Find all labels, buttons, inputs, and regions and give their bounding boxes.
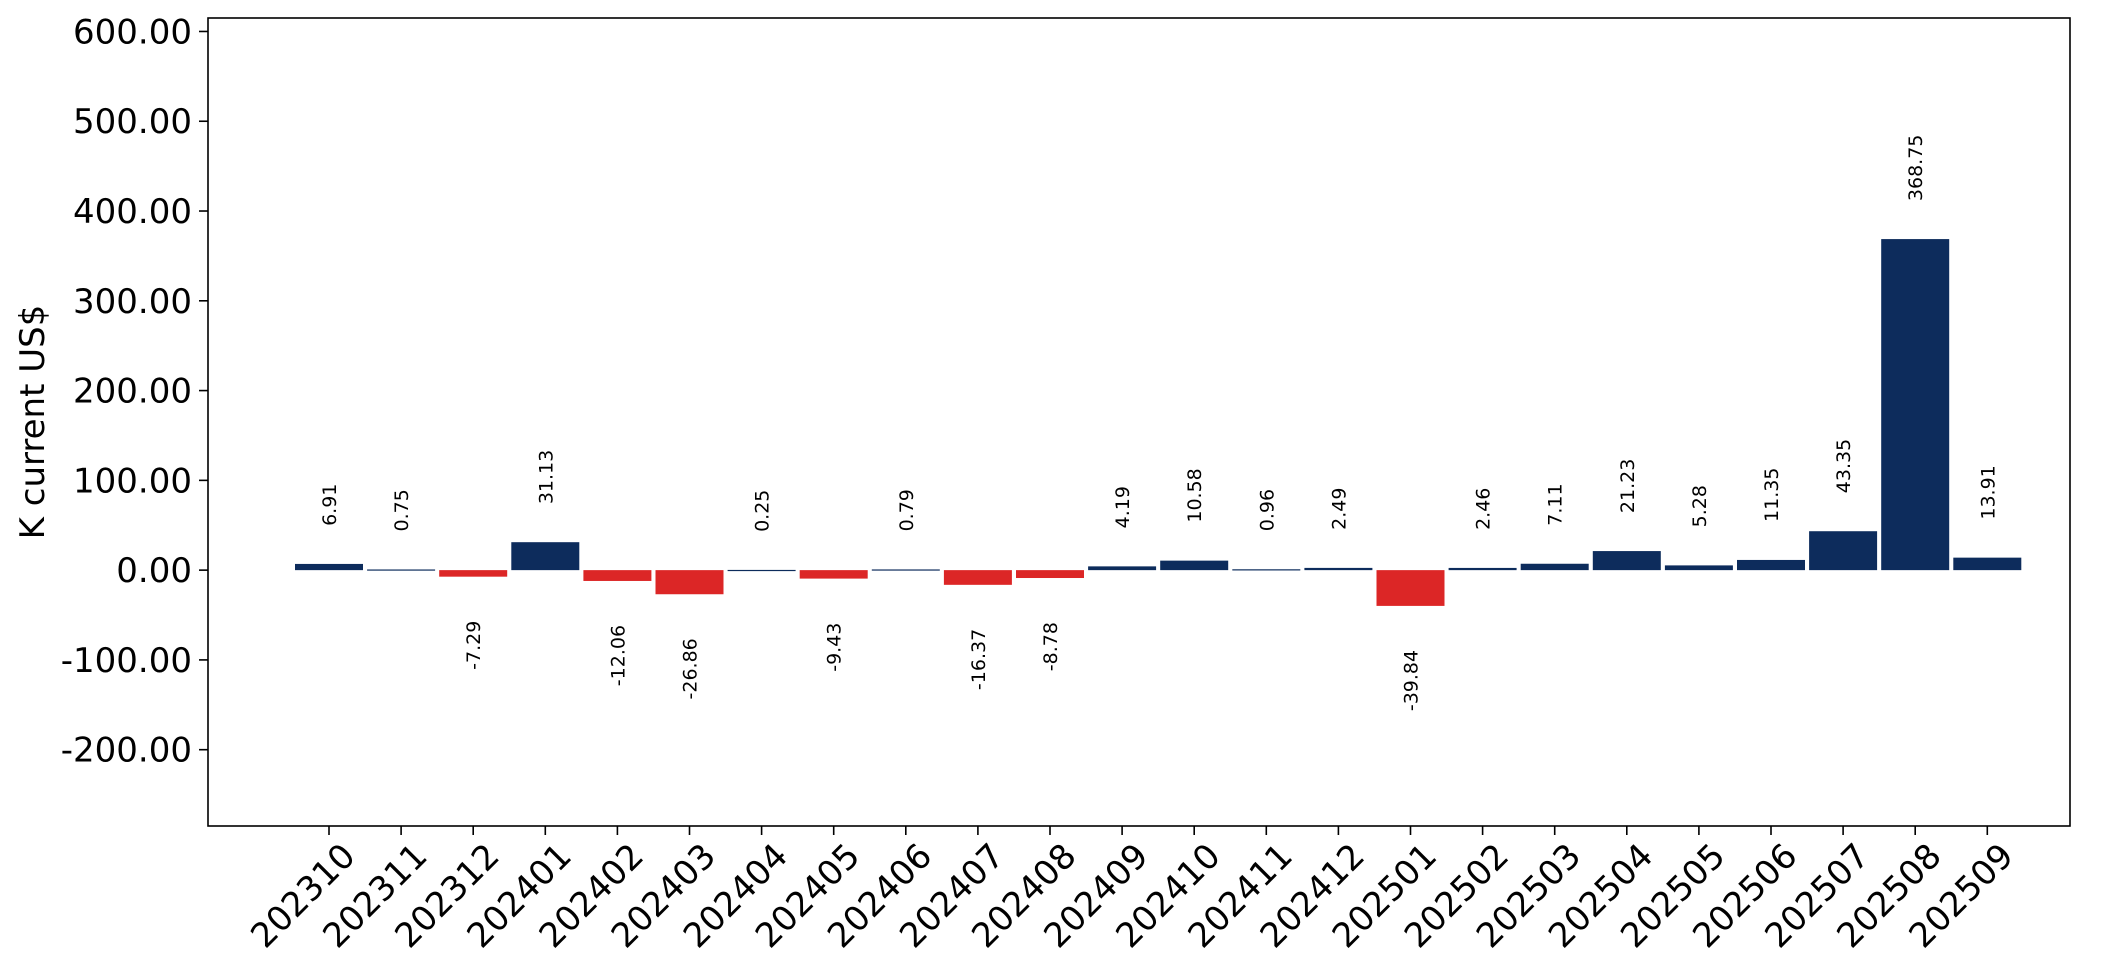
bar-label-202408: -8.78 xyxy=(1040,622,1062,671)
y-tick-label: -100.00 xyxy=(61,641,192,681)
bar-label-202509: 13.91 xyxy=(1977,465,1999,519)
bar-202502 xyxy=(1448,567,1517,571)
bar-202402 xyxy=(583,570,652,581)
bar-label-202502: 2.46 xyxy=(1473,488,1495,530)
bar-202501 xyxy=(1376,570,1445,606)
y-axis: -200.00 -100.00 0.00 100.00 200.00 300.00 400.… xyxy=(61,12,208,771)
y-axis-title: K current US$ xyxy=(13,305,53,540)
bar-202407 xyxy=(943,570,1012,585)
bar-202507 xyxy=(1809,531,1878,571)
bar-label-202508: 368.75 xyxy=(1905,135,1927,201)
bar-label-202411: 0.96 xyxy=(1256,489,1278,531)
bar-label-202409: 4.19 xyxy=(1112,486,1134,528)
bar-label-202505: 5.28 xyxy=(1689,485,1711,527)
bar-label-202404: 0.25 xyxy=(752,490,774,532)
bar-202410 xyxy=(1160,560,1229,571)
bar-202403 xyxy=(655,570,724,595)
bar-202411 xyxy=(1232,569,1301,571)
bar-label-202406: 0.79 xyxy=(896,489,918,531)
bar-label-202311: 0.75 xyxy=(391,489,413,531)
y-tick-label: 600.00 xyxy=(73,12,192,52)
bar-label-202410: 10.58 xyxy=(1184,468,1206,522)
bars-group xyxy=(295,239,2022,606)
bar-202408 xyxy=(1016,570,1084,579)
bar-label-202310: 6.91 xyxy=(319,484,341,526)
bar-202509 xyxy=(1953,557,2022,571)
bar-label-202507: 43.35 xyxy=(1833,439,1855,493)
bar-labels-group: 6.91 0.75 -7.29 31.13 -12.06 -26.86 0.25 -9.43 0… xyxy=(319,135,1999,712)
bar-202312 xyxy=(439,570,508,577)
y-tick-label: 500.00 xyxy=(73,102,192,142)
bar-202505 xyxy=(1664,565,1733,571)
bar-202503 xyxy=(1520,563,1589,571)
x-axis: 2023102023112023122024012024022024032024… xyxy=(243,826,2022,956)
bar-202508 xyxy=(1881,239,1950,571)
bar-label-202504: 21.23 xyxy=(1617,459,1639,513)
y-tick-label: 300.00 xyxy=(73,282,192,322)
bar-label-202506: 11.35 xyxy=(1761,468,1783,522)
bar-202401 xyxy=(511,542,580,571)
bar-label-202407: -16.37 xyxy=(968,629,990,690)
bar-label-202405: -9.43 xyxy=(824,623,846,672)
bar-label-202401: 31.13 xyxy=(535,450,557,504)
bar-202409 xyxy=(1088,566,1157,571)
bar-202405 xyxy=(799,570,868,579)
y-tick-label: -200.00 xyxy=(61,731,192,771)
bar-label-202402: -12.06 xyxy=(607,625,629,686)
bar-label-202403: -26.86 xyxy=(680,638,702,699)
bar-label-202503: 7.11 xyxy=(1545,483,1567,525)
y-tick-label: 0.00 xyxy=(116,551,192,591)
bar-202406 xyxy=(871,569,940,571)
plot-frame xyxy=(207,17,2071,827)
bar-202504 xyxy=(1592,551,1661,571)
bar-label-202312: -7.29 xyxy=(463,621,485,670)
bar-label-202501: -39.84 xyxy=(1401,650,1423,711)
y-tick-label: 100.00 xyxy=(73,461,192,501)
bar-202310 xyxy=(295,563,363,571)
bar-label-202412: 2.49 xyxy=(1328,488,1350,530)
bar-202311 xyxy=(367,569,436,571)
bar-202412 xyxy=(1304,567,1373,571)
bar-202404 xyxy=(727,569,796,572)
y-tick-label: 400.00 xyxy=(73,192,192,232)
y-tick-label: 200.00 xyxy=(73,372,192,412)
bar-202506 xyxy=(1737,559,1805,571)
